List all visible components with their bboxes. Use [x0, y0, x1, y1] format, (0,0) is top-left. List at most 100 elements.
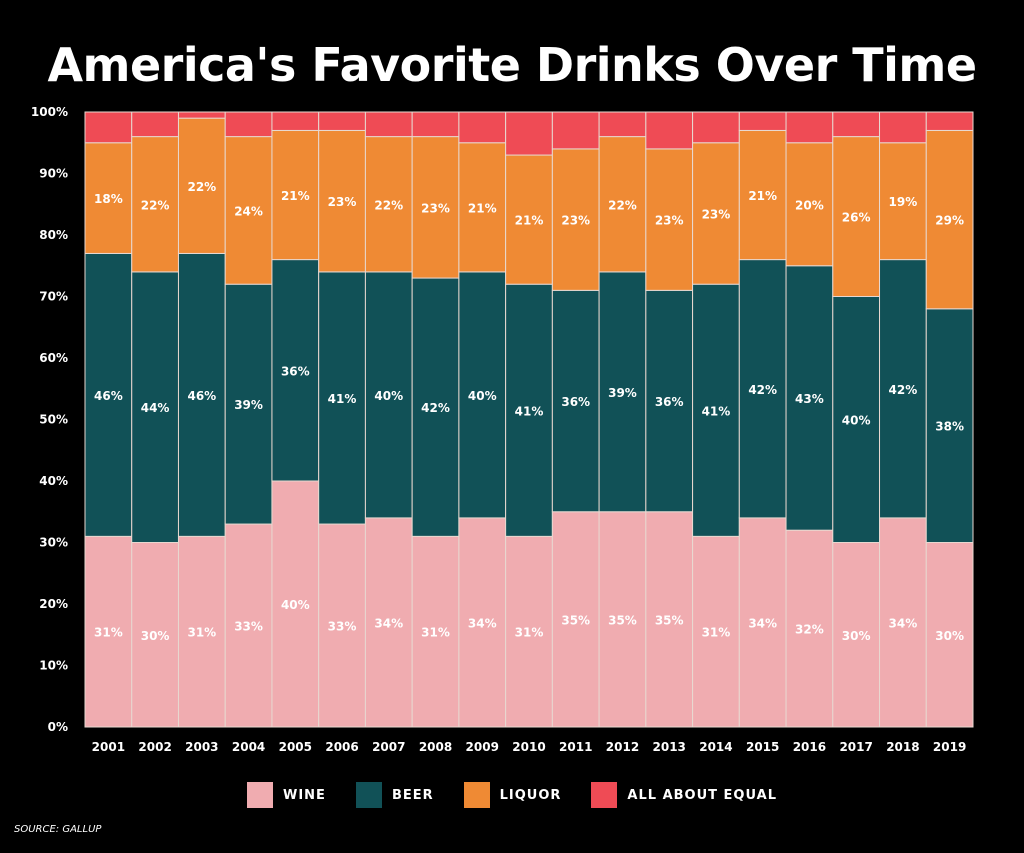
- x-tick-label: 2002: [138, 740, 171, 754]
- chart-title: America's Favorite Drinks Over Time: [47, 38, 977, 92]
- bar-segment-liquor: [692, 142, 740, 285]
- bar-segment-wine: [177, 535, 226, 728]
- data-label: 26%: [842, 211, 871, 225]
- bar-segment-liquor: [785, 142, 834, 267]
- x-tick-label: 2016: [793, 740, 826, 754]
- data-label: 23%: [702, 207, 731, 221]
- bar-segment-all-about-equal: [271, 111, 320, 131]
- data-label: 31%: [515, 626, 544, 640]
- bar-segment-all-about-equal: [131, 111, 179, 138]
- data-label: 40%: [468, 389, 497, 403]
- data-label: 30%: [842, 629, 871, 643]
- bar-segment-liquor: [645, 148, 694, 291]
- bar-segment-all-about-equal: [224, 111, 273, 138]
- y-tick-label: 70%: [39, 290, 68, 304]
- bar-segment-liquor: [411, 136, 460, 279]
- bar-segment-beer: [598, 271, 647, 513]
- bar-segment-beer: [224, 283, 273, 525]
- bar-segment-liquor: [925, 129, 974, 310]
- bar-segment-liquor: [177, 117, 226, 254]
- bar-segment-wine: [131, 542, 179, 728]
- bar-segment-liquor: [832, 136, 881, 297]
- data-label: 32%: [795, 623, 824, 637]
- data-label: 42%: [421, 401, 450, 415]
- bar-segment-all-about-equal: [505, 111, 553, 156]
- bar-segment-liquor: [551, 148, 600, 291]
- legend-swatch: [355, 782, 382, 808]
- bar-segment-liquor: [131, 136, 179, 273]
- x-tick-label: 2012: [606, 740, 639, 754]
- x-tick-label: 2001: [92, 740, 125, 754]
- x-tick-label: 2010: [512, 740, 545, 754]
- y-tick-label: 40%: [39, 474, 68, 488]
- x-tick-label: 2004: [232, 740, 265, 754]
- data-label: 23%: [421, 201, 450, 215]
- bar-segment-wine: [364, 517, 413, 728]
- data-label: 41%: [702, 404, 731, 418]
- x-tick-label: 2008: [419, 740, 452, 754]
- bar-segment-all-about-equal: [411, 111, 460, 138]
- bar-segment-liquor: [879, 142, 927, 261]
- data-label: 33%: [328, 620, 357, 634]
- legend-item: LIQUOR: [463, 782, 562, 808]
- legend-swatch: [463, 782, 490, 808]
- data-label: 22%: [141, 198, 170, 212]
- bar-segment-all-about-equal: [925, 111, 974, 131]
- y-tick-label: 10%: [39, 659, 68, 673]
- bar-segment-all-about-equal: [645, 111, 694, 150]
- data-label: 21%: [515, 214, 544, 228]
- data-label: 36%: [655, 395, 684, 409]
- legend-label: LIQUOR: [499, 787, 562, 803]
- bar-segment-wine: [645, 511, 694, 728]
- data-label: 39%: [234, 398, 263, 412]
- bar-segment-beer: [364, 271, 413, 519]
- data-label: 41%: [515, 404, 544, 418]
- bar-segment-all-about-equal: [832, 111, 881, 138]
- data-label: 36%: [561, 395, 590, 409]
- data-label: 35%: [655, 613, 684, 627]
- data-label: 23%: [328, 195, 357, 209]
- data-label: 42%: [889, 383, 918, 397]
- data-label: 40%: [281, 598, 310, 612]
- y-tick-label: 60%: [39, 351, 68, 365]
- x-tick-label: 2011: [559, 740, 592, 754]
- data-label: 44%: [141, 401, 170, 415]
- data-label: 21%: [748, 189, 777, 203]
- data-label: 36%: [281, 364, 310, 378]
- data-label: 34%: [374, 616, 403, 630]
- bar-segment-beer: [411, 277, 460, 537]
- y-tick-label: 20%: [39, 597, 68, 611]
- x-tick-label: 2005: [279, 740, 312, 754]
- x-tick-label: 2003: [185, 740, 218, 754]
- bar-segment-beer: [271, 259, 320, 482]
- data-label: 35%: [561, 613, 590, 627]
- bar-segment-all-about-equal: [738, 111, 787, 131]
- bar-segment-all-about-equal: [785, 111, 834, 144]
- x-tick-label: 2006: [325, 740, 358, 754]
- y-tick-label: 80%: [39, 228, 68, 242]
- data-label: 22%: [608, 198, 637, 212]
- bar-segment-beer: [318, 271, 366, 525]
- y-tick-label: 90%: [39, 167, 68, 181]
- data-label: 30%: [141, 629, 170, 643]
- data-label: 31%: [187, 626, 216, 640]
- data-label: 29%: [935, 214, 964, 228]
- x-tick-label: 2009: [466, 740, 499, 754]
- data-label: 33%: [234, 620, 263, 634]
- legend: WINE BEER LIQUOR ALL ABOUT EQUAL: [0, 782, 1024, 808]
- bar-segment-all-about-equal: [177, 111, 226, 119]
- stacked-bar-chart: 0% 10% 20% 30% 40% 50% 60% 70% 80% 90% 100% 31% 46% 1…: [31, 105, 974, 754]
- data-label: 40%: [842, 414, 871, 428]
- bar-segment-wine: [925, 542, 974, 728]
- data-label: 41%: [328, 392, 357, 406]
- bar-segment-wine: [738, 517, 787, 728]
- x-tick-label: 2013: [653, 740, 686, 754]
- y-tick-label: 100%: [31, 105, 68, 119]
- bar-segment-all-about-equal: [879, 111, 927, 144]
- data-label: 34%: [468, 616, 497, 630]
- data-label: 31%: [702, 626, 731, 640]
- legend-item: WINE: [247, 782, 326, 808]
- data-label: 23%: [561, 214, 590, 228]
- bar-segment-wine: [785, 529, 834, 728]
- bar-segment-beer: [879, 259, 927, 519]
